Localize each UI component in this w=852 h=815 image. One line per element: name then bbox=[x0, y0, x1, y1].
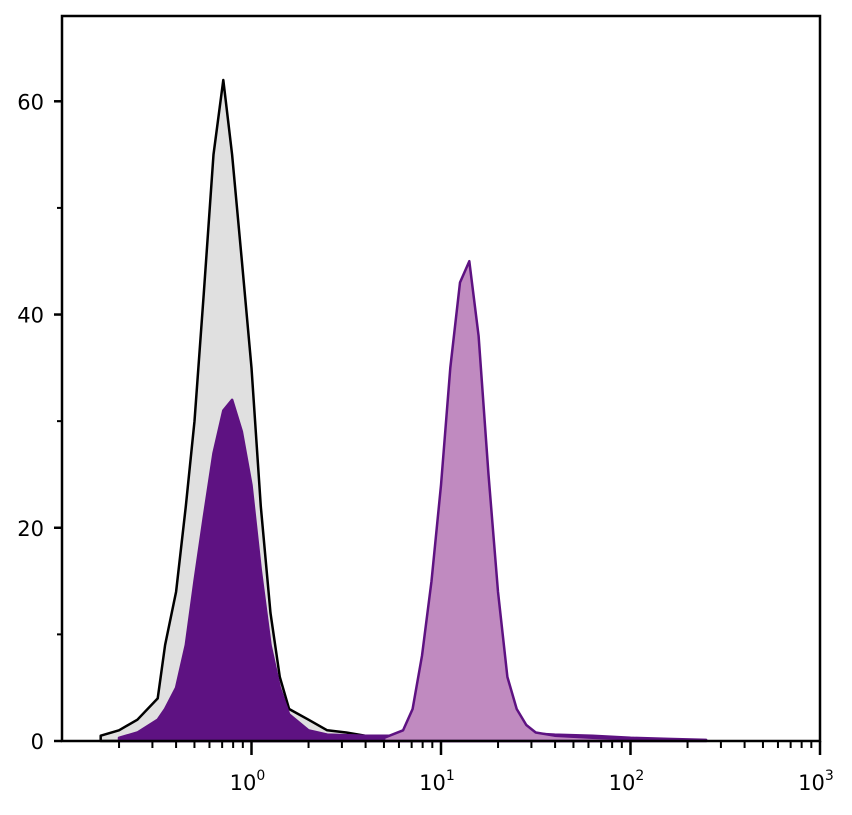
y-tick-label: 20 bbox=[17, 517, 44, 541]
x-tick-exponent: 1 bbox=[446, 768, 455, 784]
x-tick-exponent: 3 bbox=[825, 768, 834, 784]
histogram-series-2 bbox=[382, 259, 632, 743]
x-tick-label: 101 bbox=[419, 768, 455, 795]
histogram-series-1 bbox=[117, 398, 708, 743]
y-tick-label: 0 bbox=[31, 730, 44, 754]
x-tick-label: 100 bbox=[230, 768, 266, 795]
x-tick-base: 10 bbox=[419, 771, 446, 795]
y-tick-label: 60 bbox=[17, 90, 44, 114]
x-tick-base: 10 bbox=[230, 771, 257, 795]
x-tick-base: 10 bbox=[609, 771, 636, 795]
x-tick-exponent: 0 bbox=[256, 768, 265, 784]
y-tick-label: 40 bbox=[17, 304, 44, 328]
x-tick-base: 10 bbox=[798, 771, 825, 795]
series-layer bbox=[99, 78, 708, 743]
x-tick-label: 102 bbox=[609, 768, 645, 795]
x-tick-exponent: 2 bbox=[635, 768, 644, 784]
x-tick-label: 103 bbox=[798, 768, 834, 795]
